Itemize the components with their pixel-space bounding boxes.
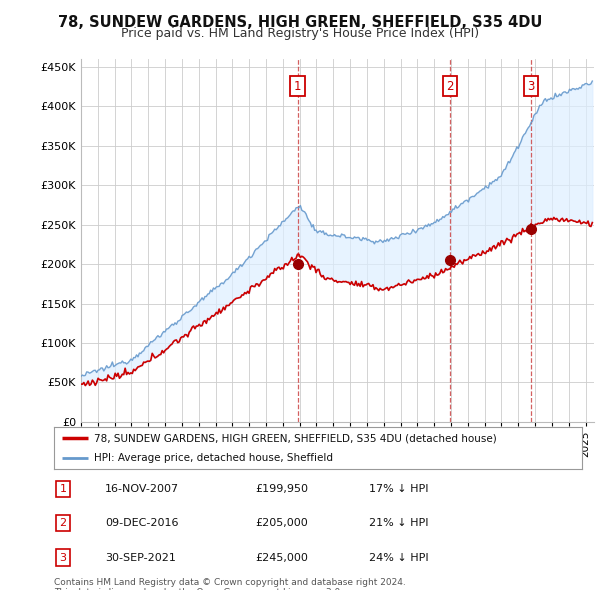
Text: 1: 1 [294,80,301,93]
Text: 21% ↓ HPI: 21% ↓ HPI [369,519,428,528]
Text: Contains HM Land Registry data © Crown copyright and database right 2024.
This d: Contains HM Land Registry data © Crown c… [54,578,406,590]
Text: 78, SUNDEW GARDENS, HIGH GREEN, SHEFFIELD, S35 4DU: 78, SUNDEW GARDENS, HIGH GREEN, SHEFFIEL… [58,15,542,30]
Text: 2: 2 [59,519,67,528]
Text: 3: 3 [59,553,67,562]
Text: £205,000: £205,000 [255,519,308,528]
Text: 30-SEP-2021: 30-SEP-2021 [105,553,176,562]
Text: 16-NOV-2007: 16-NOV-2007 [105,484,179,494]
Text: 2: 2 [446,80,454,93]
Text: 1: 1 [59,484,67,494]
Text: 17% ↓ HPI: 17% ↓ HPI [369,484,428,494]
Text: 09-DEC-2016: 09-DEC-2016 [105,519,179,528]
Text: 78, SUNDEW GARDENS, HIGH GREEN, SHEFFIELD, S35 4DU (detached house): 78, SUNDEW GARDENS, HIGH GREEN, SHEFFIEL… [94,433,496,443]
Text: £199,950: £199,950 [255,484,308,494]
Text: 3: 3 [527,80,535,93]
Text: £245,000: £245,000 [255,553,308,562]
Text: Price paid vs. HM Land Registry's House Price Index (HPI): Price paid vs. HM Land Registry's House … [121,27,479,40]
Text: HPI: Average price, detached house, Sheffield: HPI: Average price, detached house, Shef… [94,453,332,463]
Text: 24% ↓ HPI: 24% ↓ HPI [369,553,428,562]
